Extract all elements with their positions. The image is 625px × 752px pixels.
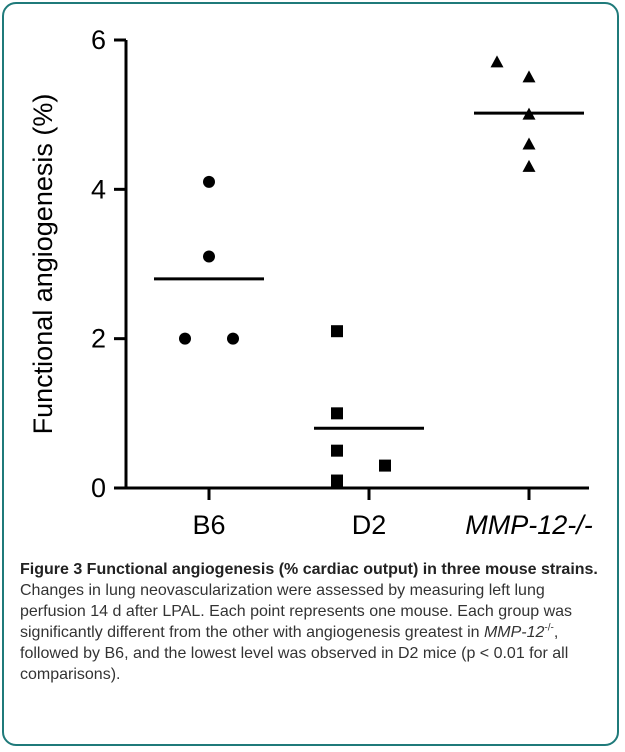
data-point-circle — [203, 250, 215, 263]
chart: 0 2 4 6 B6 D2 MMP-12-/- Functional angiogenes… — [28, 25, 593, 540]
data-point-circle — [179, 332, 191, 345]
data-point-square — [331, 474, 343, 487]
y-tick-label: 0 — [91, 473, 106, 503]
data-point-square — [331, 407, 343, 420]
data-point-square — [331, 325, 343, 338]
caption-body-1: Changes in lung neovascularization were … — [20, 582, 573, 641]
y-axis-label: Functional angiogenesis (%) — [28, 94, 58, 435]
caption-superscript: -/- — [544, 622, 554, 634]
caption-title: Figure 3 Functional angiogenesis (% card… — [20, 561, 598, 578]
y-tick-label: 4 — [91, 174, 106, 204]
data-point-triangle — [522, 70, 536, 83]
caption-italic-term: MMP-12 — [483, 624, 545, 641]
data-point-circle — [203, 175, 215, 188]
mean-lines — [154, 111, 584, 430]
y-tick-label: 2 — [91, 324, 106, 354]
x-tick-label: MMP-12-/- — [465, 510, 593, 540]
figure-caption: Figure 3 Functional angiogenesis (% card… — [20, 559, 610, 685]
data-point-square — [379, 459, 391, 472]
y-axis-tick-labels: 0 2 4 6 — [91, 25, 106, 503]
data-point-triangle — [522, 159, 536, 172]
x-tick-label: D2 — [352, 510, 387, 540]
x-tick-label: B6 — [192, 510, 225, 540]
data-point-triangle — [522, 137, 536, 150]
y-tick-label: 6 — [91, 25, 106, 55]
data-point-circle — [227, 332, 239, 345]
data-point-triangle — [490, 55, 504, 68]
x-axis-ticks — [126, 486, 589, 500]
caption-body-2: , followed by B6, and the lowest level w… — [20, 624, 569, 683]
x-axis-tick-labels: B6 D2 MMP-12-/- — [192, 510, 592, 540]
data-points — [179, 55, 536, 487]
data-point-square — [331, 444, 343, 457]
figure-frame: 0 2 4 6 B6 D2 MMP-12-/- Functional angiogenes… — [2, 2, 619, 746]
y-axis-ticks — [114, 38, 126, 490]
